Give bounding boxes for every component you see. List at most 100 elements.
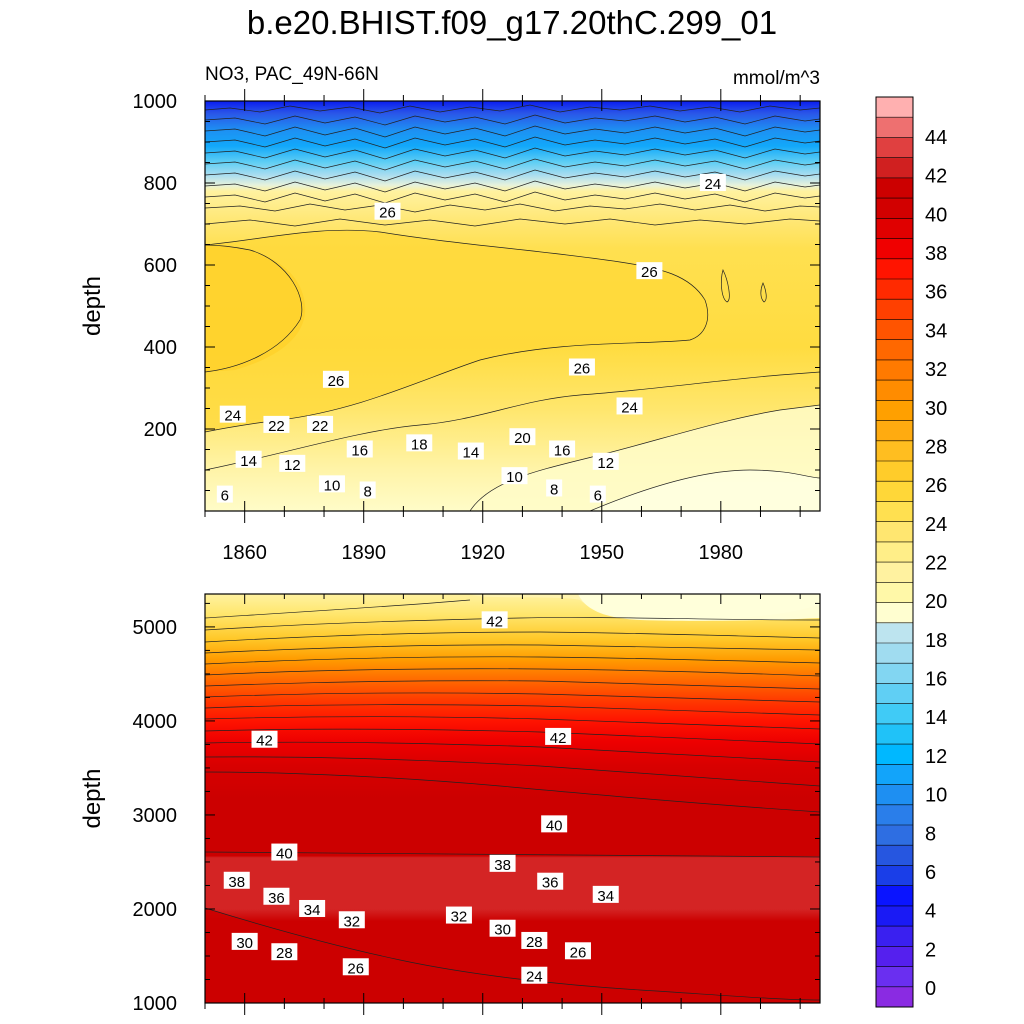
top-shade-left-lobe	[205, 245, 306, 372]
contour-label-box	[501, 467, 528, 485]
contour-label-text: 34	[304, 902, 321, 919]
contour-label-text: 36	[542, 875, 559, 892]
contour-label: 22	[263, 415, 290, 435]
colorbar-swatch	[876, 420, 913, 442]
colorbar-swatch	[876, 400, 913, 421]
colorbar-label: 18	[925, 630, 947, 652]
contour-label-box	[546, 479, 563, 497]
colorbar-swatch	[876, 440, 913, 462]
top-contour-labels: 6 8 10 8 6 10 14 12 16 18 14 16 12 20 22 22 24 24 26 26 26 26…	[216, 174, 726, 505]
contour-label: 6	[589, 485, 606, 505]
bottom-panel-frame	[204, 593, 821, 1004]
colorbar-swatch	[876, 177, 913, 199]
contour-label-text: 40	[276, 846, 293, 863]
colorbar-swatch	[876, 157, 913, 179]
colorbar-swatch	[876, 238, 913, 260]
colorbar-label: 4	[925, 901, 936, 923]
colorbar-label: 36	[925, 282, 947, 304]
contour-label-text: 16	[554, 443, 571, 460]
colorbar-swatch	[876, 481, 913, 502]
contour-label-box	[299, 899, 326, 917]
contour-label: 12	[279, 454, 306, 474]
contour-label-box	[251, 730, 278, 748]
contour-label: 12	[592, 452, 619, 472]
contour-label-box	[322, 370, 349, 388]
colorbar-label: 34	[925, 320, 947, 342]
bottom-shade-deep-red	[205, 908, 820, 1003]
contour-label-box	[374, 202, 401, 220]
contour-label-text: 38	[494, 857, 511, 874]
contour-label: 28	[521, 931, 548, 951]
contour-label: 26	[374, 202, 401, 222]
y-tick-label: 5000	[133, 617, 178, 639]
contour-label-box	[699, 174, 726, 191]
contour-label-box	[589, 485, 606, 503]
colorbar-label: 20	[925, 591, 947, 613]
contour-label-text: 38	[228, 874, 245, 891]
colorbar-swatch	[876, 562, 913, 583]
contour-label-text: 26	[379, 205, 396, 222]
colorbar-swatch	[876, 380, 913, 401]
contour-label-box	[406, 434, 433, 452]
contour-label-text: 14	[462, 445, 479, 462]
contour-label-box	[359, 481, 376, 499]
colorbar-swatch	[876, 986, 913, 1008]
x-tick-label: 1950	[580, 542, 625, 564]
contour-label-text: 42	[256, 733, 273, 750]
contour-label-text: 26	[570, 944, 587, 961]
contour-label-box	[564, 942, 591, 960]
colorbar-label: 22	[925, 553, 947, 575]
contour-label: 6	[216, 485, 233, 505]
contour-label-text: 14	[240, 453, 257, 470]
colorbar-swatch	[876, 359, 913, 381]
colorbar-label: 12	[925, 746, 947, 768]
contour-label: 42	[481, 611, 508, 630]
colorbar-swatch	[876, 602, 913, 624]
y-tick-label: 2000	[133, 899, 178, 921]
contour-label: 26	[564, 942, 591, 961]
contour-label-box	[271, 943, 298, 961]
contour-label: 18	[406, 434, 433, 453]
contour-label-box	[592, 885, 619, 903]
colorbar-swatch	[876, 804, 913, 826]
colorbar-label: 28	[925, 436, 947, 458]
contour-label-box	[481, 611, 508, 629]
contour-label: 42	[251, 730, 278, 750]
contour-label: 26	[636, 262, 663, 281]
contour-label: 32	[338, 911, 365, 930]
x-tick-label: 1980	[699, 542, 744, 564]
colorbar-swatch	[876, 663, 913, 684]
colorbar-swatch	[876, 198, 913, 219]
colorbar-label: 10	[925, 785, 947, 807]
contour-label-text: 26	[574, 361, 591, 378]
y-tick-label: 800	[144, 173, 177, 195]
colorbar-swatch	[876, 643, 913, 664]
contour-label: 24	[219, 405, 246, 425]
contour-label-box	[592, 452, 619, 470]
contour-label: 14	[457, 442, 484, 462]
y-axis-label: depth	[79, 768, 106, 828]
colorbar-label: 44	[925, 127, 947, 149]
contour-label-box	[521, 931, 548, 949]
contour-label-text: 8	[550, 481, 558, 498]
colorbar-swatch	[876, 905, 913, 927]
contour-label: 38	[223, 871, 250, 891]
contour-label: 36	[537, 872, 564, 892]
colorbar-swatch	[876, 279, 913, 300]
contour-label: 38	[489, 854, 516, 874]
contour-label: 26	[342, 958, 369, 977]
contour-label-text: 32	[451, 909, 468, 926]
contour-label-text: 24	[526, 969, 543, 986]
colorbar-label: 32	[925, 359, 947, 381]
colorbar-swatch	[876, 582, 913, 603]
contour-label-box	[445, 906, 472, 924]
colorbar-label: 2	[925, 939, 936, 961]
contour-label: 24	[521, 966, 548, 986]
contour-label-box	[263, 887, 290, 905]
colorbar-label: 24	[925, 514, 947, 536]
colorbar-swatch	[876, 744, 913, 765]
contour-label: 24	[616, 397, 643, 416]
colorbar-label: 0	[925, 978, 936, 1000]
top-shade-palest	[590, 470, 820, 511]
